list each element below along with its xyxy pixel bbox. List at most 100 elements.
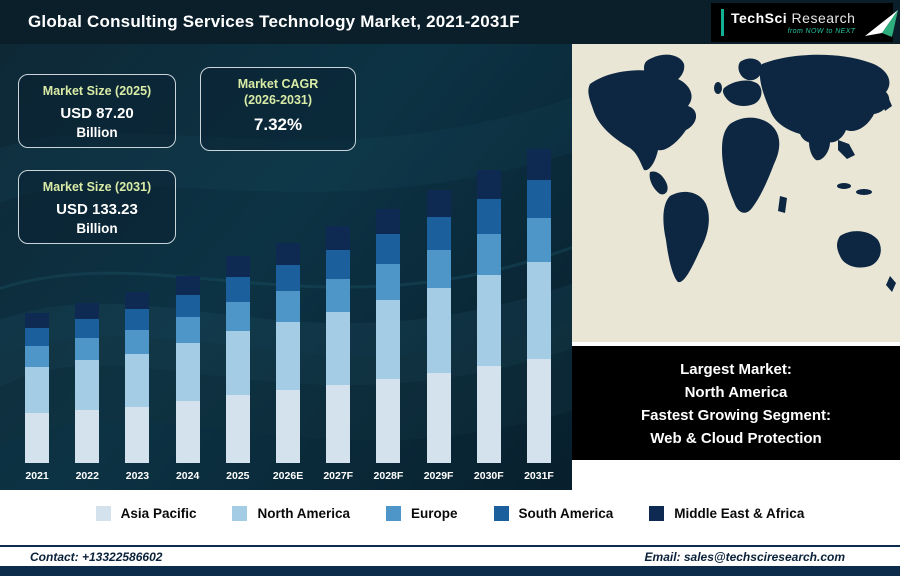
bar-stack: [276, 243, 301, 463]
bar-segment: [25, 328, 50, 346]
bar-segment: [426, 190, 451, 217]
bar-segment: [125, 330, 150, 354]
logo-accent-bar: [721, 9, 724, 36]
bar-segment: [526, 359, 551, 463]
bar-column-2028F: 2028F: [363, 209, 413, 482]
largest-market-value: North America: [684, 384, 788, 401]
region-southeast-asia: [838, 140, 855, 159]
bar-segment: [526, 180, 551, 218]
bar-segment: [326, 385, 351, 463]
market-cagr-value: 7.32%: [253, 115, 303, 135]
bar-segment: [75, 338, 100, 360]
bar-segment: [175, 343, 200, 401]
chart-panel: Market Size (2025) USD 87.20 Billion Mar…: [0, 44, 572, 490]
bar-column-2022: 2022: [62, 303, 112, 482]
island-madagascar: [778, 196, 787, 213]
bar-column-2029F: 2029F: [414, 190, 464, 482]
bar-segment: [225, 395, 250, 463]
bar-segment: [225, 277, 250, 302]
market-size-2025-box: Market Size (2025) USD 87.20 Billion: [18, 74, 176, 148]
bar-segment: [476, 170, 501, 199]
legend-swatch: [649, 505, 665, 521]
bar-segment: [175, 317, 200, 343]
bar-segment: [175, 401, 200, 463]
x-axis-label: 2030F: [473, 470, 504, 482]
bar-stack: [225, 256, 250, 463]
central-america: [649, 171, 668, 195]
x-axis-label: 2023: [125, 470, 150, 482]
market-size-2025-label: Market Size (2025): [42, 84, 152, 98]
bar-segment: [426, 217, 451, 250]
region-india: [809, 131, 830, 161]
techsci-logo: TechSci Research from NOW to NEXT: [711, 3, 899, 42]
bar-segment: [326, 250, 351, 279]
legend-swatch: [232, 505, 248, 521]
fastest-segment-label: Fastest Growing Segment:: [640, 407, 832, 424]
x-axis-label: 2031F: [524, 470, 554, 482]
bar-column-2025: 2025: [213, 256, 263, 482]
region-scandinavia: [738, 58, 763, 81]
bar-segment: [426, 250, 451, 288]
logo-brand: TechSci Research: [731, 11, 855, 25]
continent-africa: [722, 117, 780, 213]
bar-segment: [276, 291, 301, 322]
x-axis-label: 2025: [226, 470, 250, 482]
legend-label: North America: [257, 505, 350, 521]
bar-segment: [476, 366, 501, 463]
contact-email: Email: sales@techsciresearch.com: [644, 549, 845, 564]
bar-segment: [376, 234, 401, 264]
bar-segment: [75, 303, 100, 319]
bar-segment: [125, 407, 150, 463]
bar-segment: [476, 275, 501, 366]
continent-south-america: [663, 191, 709, 283]
x-axis-label: 2021: [25, 470, 49, 482]
continent-europe: [722, 80, 762, 106]
market-size-2025-unit: Billion: [76, 124, 118, 140]
logo-brand-primary: TechSci: [731, 9, 788, 26]
bar-segment: [75, 360, 100, 410]
bar-stack: [25, 313, 50, 463]
legend-label: Middle East & Africa: [674, 505, 805, 521]
legend-swatch: [386, 505, 401, 521]
market-size-2025-value: USD 87.20: [60, 104, 134, 122]
bar-segment: [75, 319, 100, 338]
bar-segment: [276, 265, 301, 291]
market-cagr-box: Market CAGR (2026-2031) 7.32%: [200, 67, 356, 151]
bar-column-2023: 2023: [112, 292, 162, 482]
bar-segment: [25, 313, 50, 328]
bar-column-2021: 2021: [12, 313, 62, 482]
island-uk: [714, 82, 722, 94]
continent-australia: [837, 231, 881, 268]
bar-column-2027F: 2027F: [313, 226, 363, 482]
bar-segment: [476, 234, 501, 275]
market-cagr-label-line2: (2026-2031): [243, 92, 313, 107]
bar-segment: [25, 413, 50, 463]
market-highlights-box: Largest Market: North America Fastest Gr…: [572, 346, 900, 460]
page-title: Global Consulting Services Technology Ma…: [28, 12, 520, 31]
stacked-bar-chart: 2021 2022 2023 2024 2025 2026E 2027F 2028F 2029F…: [12, 110, 564, 482]
logo-arrow-icon: [865, 9, 899, 37]
bar-segment: [276, 390, 301, 463]
fastest-segment-value: Web & Cloud Protection: [650, 430, 822, 447]
islands-indonesia-2: [856, 189, 872, 195]
bar-segment: [326, 279, 351, 312]
bar-segment: [526, 218, 551, 262]
bar-segment: [175, 276, 200, 295]
logo-tagline: from NOW to NEXT: [787, 27, 856, 35]
continent-north-america: [588, 70, 697, 171]
bar-column-2026E: 2026E: [263, 243, 313, 482]
chart-legend: Asia Pacific North America Europe South Ame…: [0, 492, 900, 534]
footer-bottom-bar: [0, 566, 900, 576]
bar-segment: [125, 354, 150, 407]
market-cagr-label-line1: Market CAGR: [237, 77, 319, 91]
bar-stack: [125, 292, 150, 463]
bar-segment: [376, 209, 401, 234]
bar-segment: [426, 373, 451, 463]
bar-column-2030F: 2030F: [464, 170, 514, 482]
bar-segment: [476, 199, 501, 234]
largest-market-label: Largest Market:: [680, 361, 792, 378]
bar-segment: [75, 410, 100, 463]
world-map: [588, 54, 896, 292]
market-size-2031-unit: Billion: [76, 220, 118, 236]
island-new-zealand: [886, 276, 896, 292]
